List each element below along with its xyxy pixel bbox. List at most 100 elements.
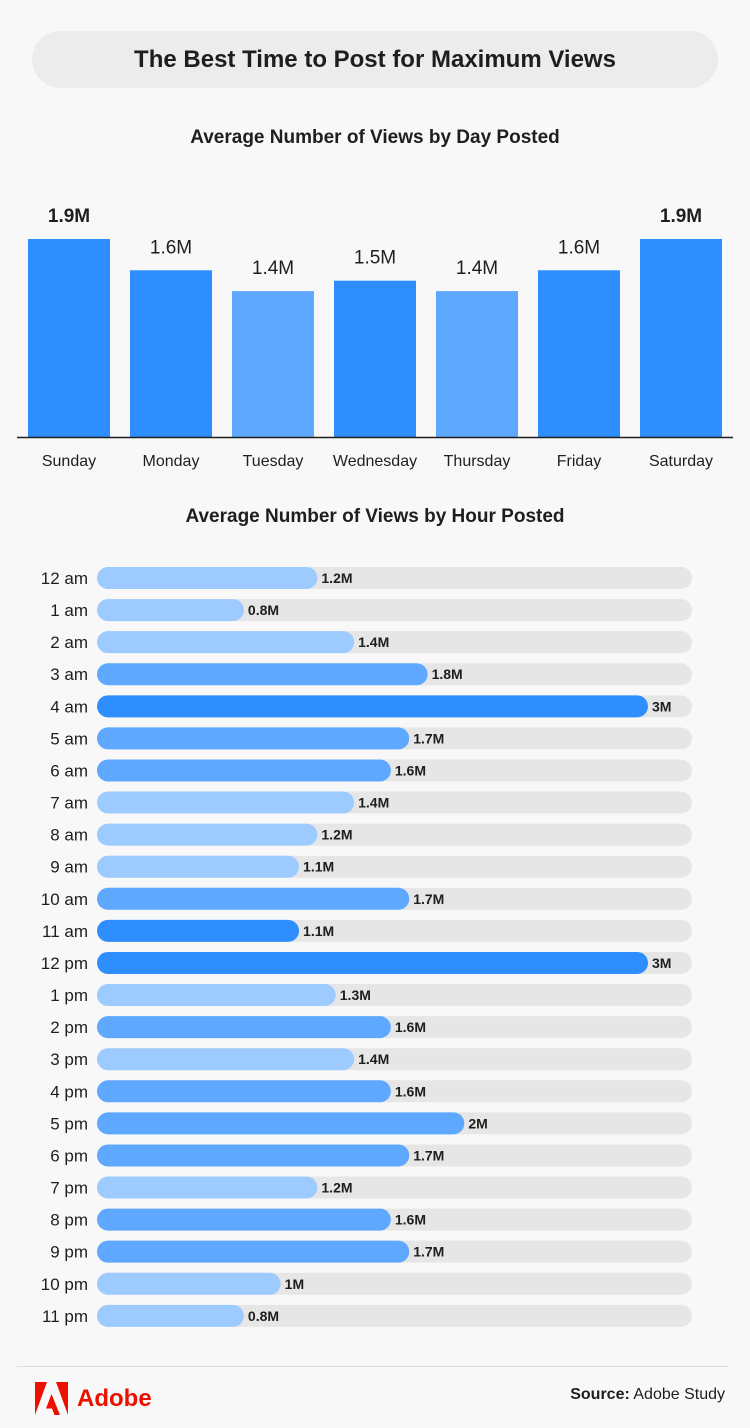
day-category-label: Thursday <box>444 453 511 470</box>
hour-value-label: 1.4M <box>358 1051 389 1067</box>
hour-category-label: 7 pm <box>50 1179 88 1198</box>
hour-bar <box>97 567 318 589</box>
charts-svg: 1.9M Sunday 1.6M Monday 1.4M Tuesday 1.5M Wedne… <box>17 206 733 1327</box>
day-value-label: 1.6M <box>150 237 192 258</box>
hour-bar <box>97 791 355 814</box>
day-category-label: Friday <box>557 453 601 470</box>
hour-chart-title: Average Number of Views by Hour Posted <box>185 506 565 527</box>
hour-value-label: 0.8M <box>248 1308 279 1324</box>
hour-bar <box>97 1240 410 1263</box>
day-value-label: 1.4M <box>456 258 498 279</box>
hour-bar <box>97 759 391 782</box>
adobe-logo: Adobe <box>35 1382 152 1415</box>
hour-value-label: 1.2M <box>321 570 352 586</box>
hour-value-label: 1.6M <box>395 1212 426 1228</box>
hour-category-label: 5 pm <box>50 1114 88 1133</box>
hour-category-label: 12 pm <box>41 954 88 973</box>
hour-bar <box>97 984 336 1007</box>
hour-category-label: 4 pm <box>50 1082 88 1101</box>
day-bar <box>640 239 722 437</box>
hour-bar <box>97 1048 355 1071</box>
hour-category-label: 2 pm <box>50 1018 88 1037</box>
source-note: Source: Adobe Study <box>570 1386 725 1404</box>
hour-bar <box>97 1208 391 1231</box>
hour-bar <box>97 887 410 910</box>
hour-bar-track <box>97 599 692 622</box>
hour-value-label: 1.1M <box>303 923 334 939</box>
day-value-label: 1.9M <box>660 206 702 227</box>
hour-value-label: 1.2M <box>321 1180 352 1196</box>
hour-bar <box>97 1176 318 1199</box>
hour-category-label: 9 pm <box>50 1243 88 1262</box>
day-value-label: 1.5M <box>354 248 396 269</box>
source-value: Adobe Study <box>633 1386 725 1403</box>
hour-value-label: 1.4M <box>358 634 389 650</box>
page-title: The Best Time to Post for Maximum Views <box>32 31 718 88</box>
day-bar <box>232 291 314 437</box>
day-chart-title: Average Number of Views by Day Posted <box>190 127 560 148</box>
hour-category-label: 11 pm <box>42 1307 88 1326</box>
hour-bar <box>97 1304 244 1327</box>
hour-bar <box>97 1112 465 1135</box>
day-bar <box>130 270 212 437</box>
hour-bar <box>97 631 355 654</box>
hour-category-label: 3 pm <box>50 1050 88 1069</box>
hour-value-label: 1.7M <box>413 1244 444 1260</box>
hour-bar <box>97 599 244 622</box>
hour-category-label: 7 am <box>50 794 88 813</box>
hour-bar <box>97 951 648 974</box>
hour-value-label: 1.7M <box>413 730 444 746</box>
hour-category-label: 10 am <box>41 890 88 909</box>
adobe-logo-icon <box>35 1382 68 1415</box>
hour-category-label: 8 pm <box>50 1211 88 1230</box>
hour-bar <box>97 695 648 718</box>
day-category-label: Sunday <box>42 453 96 470</box>
hour-value-label: 0.8M <box>248 602 279 618</box>
hour-category-label: 4 am <box>50 697 88 716</box>
day-category-label: Saturday <box>649 453 713 470</box>
hour-value-label: 1.1M <box>303 859 334 875</box>
hour-category-label: 11 am <box>42 922 88 941</box>
hour-value-label: 1.8M <box>432 666 463 682</box>
hour-value-label: 1.2M <box>321 827 352 843</box>
hour-category-label: 9 am <box>50 858 88 877</box>
hour-category-label: 10 pm <box>41 1275 88 1294</box>
hour-bar <box>97 823 318 846</box>
day-bar <box>28 239 110 437</box>
hour-value-label: 1.6M <box>395 1019 426 1035</box>
hour-category-label: 6 am <box>50 761 88 780</box>
footer-divider <box>17 1366 729 1367</box>
day-category-label: Wednesday <box>333 453 417 470</box>
day-value-label: 1.9M <box>48 206 90 227</box>
hour-value-label: 1.3M <box>340 987 371 1003</box>
hour-category-label: 3 am <box>50 665 88 684</box>
hour-bar <box>97 1016 391 1039</box>
hour-category-label: 1 pm <box>50 986 88 1005</box>
day-category-label: Monday <box>143 453 200 470</box>
hour-category-label: 6 pm <box>50 1146 88 1165</box>
hour-value-label: 1.7M <box>413 891 444 907</box>
day-value-label: 1.6M <box>558 237 600 258</box>
hour-bar <box>97 919 300 942</box>
hour-bar <box>97 1080 391 1103</box>
hour-bar <box>97 663 428 686</box>
day-category-label: Tuesday <box>243 453 304 470</box>
hour-category-label: 12 am <box>41 569 88 588</box>
hour-value-label: 3M <box>652 955 671 971</box>
hour-value-label: 1.4M <box>358 795 389 811</box>
hour-category-label: 1 am <box>50 601 88 620</box>
hour-bar <box>97 1144 410 1167</box>
hour-category-label: 8 am <box>50 826 88 845</box>
source-label: Source: <box>570 1386 630 1403</box>
day-bar <box>538 270 620 437</box>
hour-category-label: 5 am <box>50 729 88 748</box>
hour-value-label: 1M <box>285 1276 304 1292</box>
hour-value-label: 1.6M <box>395 762 426 778</box>
hour-value-label: 1.6M <box>395 1083 426 1099</box>
day-bar <box>334 280 416 437</box>
hour-bar-track <box>97 1304 692 1327</box>
hour-value-label: 3M <box>652 698 671 714</box>
hour-bar <box>97 727 410 750</box>
hour-bar <box>97 855 300 878</box>
